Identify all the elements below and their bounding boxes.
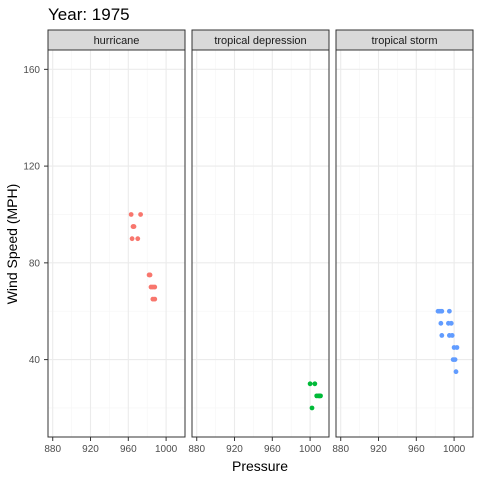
data-point — [452, 357, 458, 362]
data-point — [438, 320, 444, 326]
data-point — [312, 381, 318, 387]
data-point — [128, 212, 134, 217]
data-point — [439, 333, 445, 338]
facet-panels: 40 80 120 160 hurricane 880 920 960 1000 tropical… — [23, 29, 474, 455]
data-point — [307, 381, 313, 387]
facet-strip-label: tropical storm — [371, 35, 437, 47]
data-point — [446, 308, 452, 314]
data-point — [439, 308, 445, 314]
y-tick-label: 120 — [23, 162, 40, 173]
x-tick-label: 1000 — [299, 444, 322, 455]
x-tick-label: 1000 — [155, 444, 178, 455]
x-tick-label: 880 — [188, 444, 205, 455]
facet-panel-2 — [336, 50, 473, 437]
data-point — [448, 320, 454, 326]
data-point — [449, 333, 455, 338]
chart-title: Year: 1975 — [48, 5, 130, 24]
data-point — [131, 224, 137, 229]
y-tick-label: 40 — [29, 355, 41, 366]
x-tick-label: 960 — [120, 444, 137, 455]
facet-strip — [47, 29, 186, 51]
y-tick-label: 160 — [23, 65, 40, 76]
x-tick-label: 920 — [370, 444, 387, 455]
facet-strip — [335, 29, 474, 51]
y-tick-label: 80 — [29, 258, 41, 269]
facet-strip — [191, 29, 330, 51]
data-point — [453, 369, 459, 375]
y-axis-title: Wind Speed (MPH) — [4, 184, 20, 305]
data-point — [147, 272, 153, 278]
facet-strip-label: hurricane — [94, 35, 140, 47]
data-point — [135, 236, 141, 242]
data-point — [318, 393, 323, 399]
facet-strip-label: tropical depression — [214, 35, 306, 47]
data-point — [138, 212, 143, 217]
facet-panel-0 — [48, 50, 185, 437]
x-tick-label: 880 — [44, 444, 61, 455]
x-tick-label: 920 — [82, 444, 99, 455]
data-point — [309, 405, 315, 411]
x-tick-label: 1000 — [443, 444, 466, 455]
x-axis-title: Pressure — [232, 458, 288, 474]
facet-panel-1 — [192, 50, 329, 437]
data-point — [152, 296, 158, 302]
x-tick-label: 920 — [226, 444, 243, 455]
data-point — [152, 284, 158, 290]
x-tick-label: 880 — [332, 444, 349, 455]
x-tick-label: 960 — [264, 444, 281, 455]
data-point — [129, 236, 135, 242]
data-point — [454, 345, 460, 350]
x-tick-label: 960 — [408, 444, 425, 455]
